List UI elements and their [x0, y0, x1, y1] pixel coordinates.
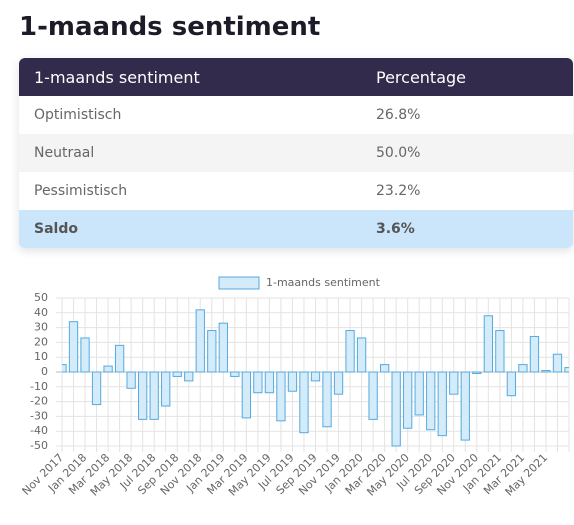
bar	[368, 371, 378, 420]
y-tick-label: -20	[30, 395, 48, 408]
bar	[230, 371, 240, 377]
y-tick-label: -40	[30, 424, 48, 437]
bar	[126, 371, 136, 389]
bar	[184, 371, 194, 382]
bar	[195, 309, 205, 373]
bar	[80, 337, 90, 373]
bar	[414, 371, 424, 416]
bar	[68, 321, 79, 373]
bar	[426, 371, 436, 431]
y-tick-label: 40	[34, 306, 48, 319]
bar	[138, 371, 148, 420]
table-cell: Neutraal	[34, 145, 95, 161]
bar	[472, 371, 482, 374]
bar	[506, 371, 517, 397]
bar	[276, 371, 286, 422]
bar	[207, 330, 217, 373]
bar	[253, 371, 263, 394]
bar	[333, 371, 344, 395]
bar	[149, 371, 159, 420]
bar	[241, 371, 252, 419]
y-tick-label: 50	[34, 291, 48, 304]
table-cell: 50.0%	[376, 145, 421, 161]
table-row: Optimistisch 26.8%	[19, 96, 573, 134]
page-title: 1-maands sentiment	[19, 12, 321, 42]
bar	[264, 371, 275, 394]
bar	[218, 322, 228, 373]
bar	[356, 337, 367, 373]
bar	[310, 371, 321, 382]
table-cell: Optimistisch	[34, 107, 122, 123]
bar	[460, 371, 470, 441]
y-tick-label: -50	[30, 439, 48, 452]
bar	[103, 365, 113, 373]
bars	[62, 309, 569, 447]
bar	[322, 371, 332, 428]
y-tick-label: 10	[34, 350, 48, 363]
bar	[564, 367, 569, 373]
bar	[449, 371, 459, 395]
y-tick-label: 20	[34, 335, 48, 348]
bar	[529, 335, 540, 373]
bar	[287, 371, 298, 392]
y-tick-label: 30	[34, 321, 48, 334]
table-row: Pessimistisch 23.2%	[19, 172, 573, 210]
table-cell: Saldo	[34, 221, 78, 237]
table-row: Saldo 3.6%	[19, 210, 573, 248]
table-cell: 23.2%	[376, 183, 421, 199]
bar	[483, 315, 493, 373]
bar	[552, 353, 563, 373]
bar	[518, 364, 528, 373]
table-cell: 26.8%	[376, 107, 421, 123]
bar	[345, 330, 355, 373]
bar	[403, 371, 413, 429]
bar	[172, 371, 182, 377]
legend-swatch	[218, 276, 260, 290]
y-tick-label: -30	[30, 409, 48, 422]
y-tick-label: -10	[30, 380, 48, 393]
y-tick-label: 0	[41, 365, 48, 378]
bar	[391, 371, 401, 447]
sentiment-table: 1-maands sentiment Percentage Optimistisch…	[19, 58, 573, 248]
column-header: Percentage	[376, 67, 467, 87]
bar	[62, 364, 67, 373]
bar	[299, 371, 309, 434]
table-cell: Pessimistisch	[34, 183, 128, 199]
table-row: Neutraal 50.0%	[19, 134, 573, 172]
bar	[437, 371, 447, 437]
column-header: 1-maands sentiment	[34, 67, 200, 87]
bar	[161, 371, 171, 407]
bar	[495, 330, 505, 373]
table-cell: 3.6%	[376, 221, 415, 237]
legend-label: 1-maands sentiment	[266, 276, 381, 289]
table-header: 1-maands sentiment Percentage	[19, 58, 573, 96]
bar	[541, 370, 551, 373]
bar	[379, 364, 390, 373]
bar	[91, 371, 102, 406]
bar	[114, 344, 125, 373]
